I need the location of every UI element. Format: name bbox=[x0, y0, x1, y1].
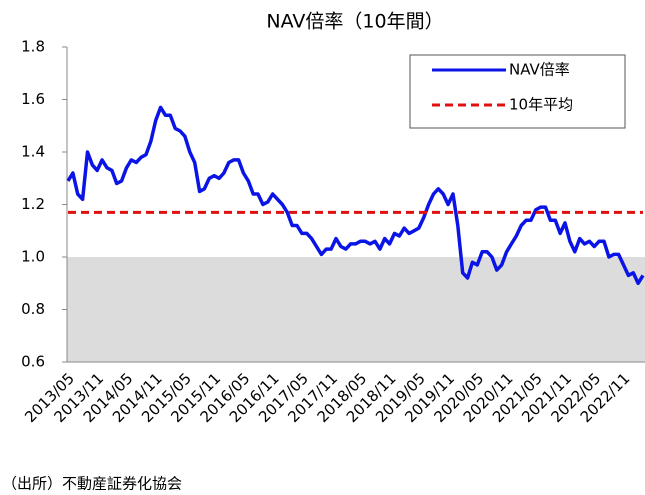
y-tick-label: 1.6 bbox=[21, 90, 45, 108]
y-tick-label: 1.0 bbox=[21, 248, 45, 266]
y-tick-label: 1.4 bbox=[21, 143, 45, 161]
shaded-region bbox=[67, 257, 645, 362]
legend-label: NAV倍率 bbox=[509, 61, 570, 79]
source-note: （出所）不動産証券化協会 bbox=[2, 475, 182, 493]
legend-label: 10年平均 bbox=[509, 96, 573, 114]
y-tick-label: 0.8 bbox=[21, 300, 45, 318]
chart-title: NAV倍率（10年間） bbox=[266, 11, 443, 33]
y-tick-label: 1.8 bbox=[21, 38, 45, 56]
series-line bbox=[66, 105, 645, 286]
legend-box bbox=[409, 54, 626, 129]
y-tick-label: 1.2 bbox=[21, 195, 45, 213]
y-tick-label: 0.6 bbox=[21, 353, 45, 371]
